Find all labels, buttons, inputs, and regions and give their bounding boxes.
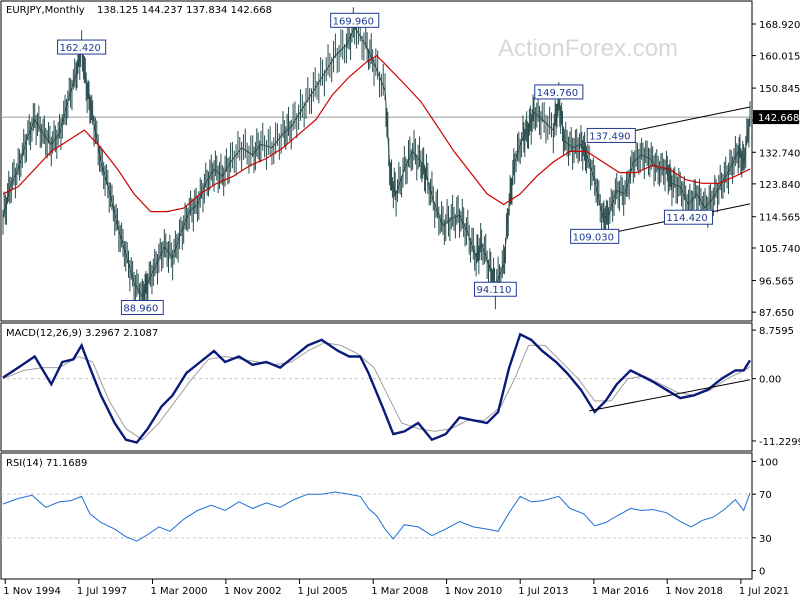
- price-y-tick-label: 168.920: [759, 20, 800, 31]
- price-level-label: 162.420: [60, 43, 101, 54]
- rsi-y-tick-label: 30: [759, 534, 772, 545]
- x-tick-label: 1 Nov 2018: [665, 586, 723, 597]
- price-y-tick-label: 87.650: [759, 308, 794, 319]
- price-y-tick-label: 114.565: [759, 213, 800, 224]
- price-level-label-box: [120, 300, 164, 316]
- price-level-label-box: [586, 127, 636, 143]
- macd-main-line: [2, 332, 752, 444]
- x-tick-label: 1 Nov 2002: [224, 586, 282, 597]
- price-close-line: [2, 26, 751, 298]
- x-tick-label: 1 Mar 2008: [371, 586, 428, 597]
- x-tick-label: 1 Nov 1994: [3, 586, 61, 597]
- price-level-label: 149.760: [537, 88, 578, 99]
- price-level-label-box: [473, 281, 517, 297]
- price-level-label: 94.110: [476, 285, 511, 296]
- watermark: ActionForex.com: [498, 35, 678, 62]
- rsi-y-tick-label: 70: [759, 490, 772, 501]
- x-tick-label: 1 Jul 1997: [77, 586, 127, 597]
- price-level-label: 109.030: [573, 232, 614, 243]
- rsi-label: RSI(14) 71.1689: [6, 458, 87, 469]
- price-y-tick-label: 123.840: [759, 180, 800, 191]
- price-y-tick-label: 105.740: [759, 244, 800, 255]
- price-level-label-box: [534, 84, 584, 100]
- macd-trendline: [589, 379, 751, 412]
- rsi-series: [2, 491, 751, 542]
- grid-lines: [1, 116, 752, 539]
- price-level-label-box: [330, 12, 380, 28]
- price-level-label: 114.420: [666, 213, 707, 224]
- price-level-label-box: [570, 228, 620, 244]
- x-tick-label: 1 Jul 2013: [518, 586, 568, 597]
- rsi-y-tick-label: 0: [759, 567, 765, 578]
- rsi-panel-frame: [0, 452, 753, 580]
- x-tick-label: 1 Jul 2005: [298, 586, 348, 597]
- x-tick-label: 1 Jul 2021: [739, 586, 789, 597]
- macd-y-tick-label: -11.2299: [759, 437, 800, 448]
- price-y-tick-label: 132.740: [759, 148, 800, 159]
- x-tick-label: 1 Mar 2000: [151, 586, 208, 597]
- price-y-tick-label: 150.845: [759, 84, 800, 95]
- price-y-tick-label: 160.015: [759, 52, 800, 63]
- current-price-value: 142.668: [758, 113, 799, 124]
- axis-ticks: 168.920160.015150.845141.795132.740123.8…: [3, 20, 800, 597]
- rsi-y-tick-label: 100: [759, 457, 778, 468]
- macd-panel-frame: [0, 322, 753, 452]
- price-series: 162.420 169.960 88.960 94.110 149.760 137.490…: [2, 7, 751, 316]
- moving-average-line: [2, 54, 751, 213]
- price-panel-frame: [0, 0, 753, 322]
- current-price-marker: [753, 110, 799, 125]
- price-level-label-box: [663, 209, 714, 225]
- macd-label: MACD(12,26,9) 3.2967 2.1087: [6, 328, 158, 339]
- symbol-title: EURJPY,Monthly: [6, 5, 85, 16]
- price-level-label: 88.960: [123, 304, 158, 315]
- price-y-tick-label: 96.565: [759, 277, 794, 288]
- rsi-line: [2, 491, 751, 542]
- x-tick-label: 1 Mar 2016: [592, 586, 649, 597]
- macd-series: [2, 332, 752, 444]
- x-tick-label: 1 Nov 2010: [445, 586, 503, 597]
- price-level-label: 137.490: [589, 131, 630, 142]
- macd-y-tick-label: 0.00: [759, 375, 781, 386]
- price-level-label-box: [57, 39, 107, 55]
- ohlc-readout: 138.125 144.237 137.834 142.668: [97, 5, 272, 16]
- macd-signal-line: [2, 342, 751, 441]
- price-level-label: 169.960: [333, 16, 374, 27]
- macd-y-tick-label: 8.7595: [759, 326, 794, 337]
